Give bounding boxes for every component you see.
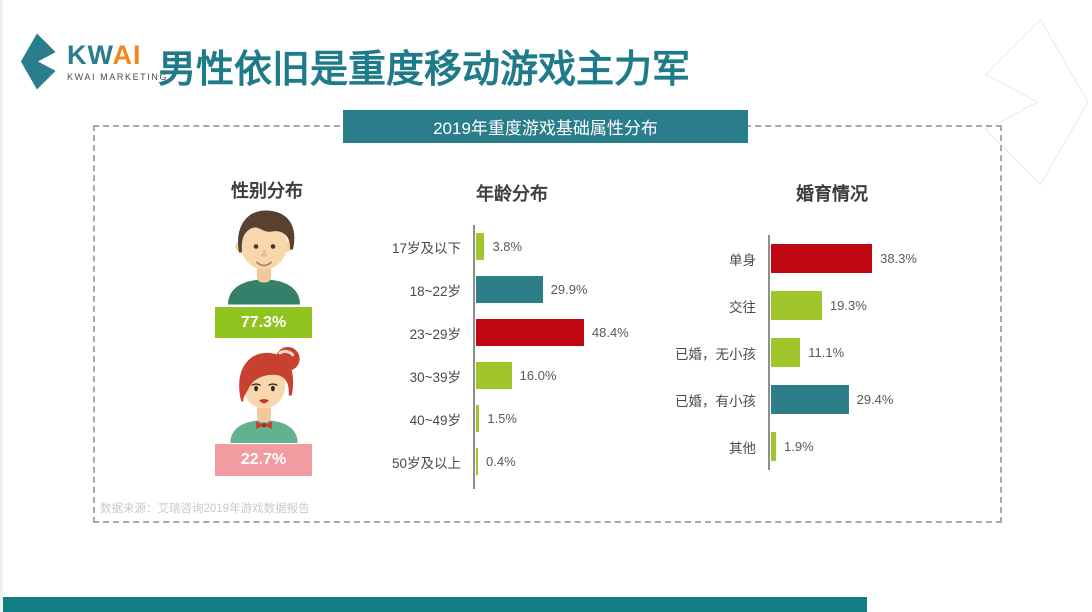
kwai-diamond-watermark-icon <box>984 18 1089 186</box>
male-avatar <box>228 210 300 305</box>
category-label: 50岁及以上 <box>391 455 461 471</box>
category-label: 30~39岁 <box>409 369 461 385</box>
value-label: 16.0% <box>519 368 557 383</box>
bar-area: 38.3% <box>768 244 980 273</box>
bar-area: 29.4% <box>768 385 980 414</box>
marital-status-chart: 单身 38.3% 交往 19.3% 已婚，无小孩 11.1% 已婚，有小孩 29.4% 其他 1.… <box>610 235 980 479</box>
bottom-accent-bar <box>0 597 867 612</box>
bar <box>771 385 849 414</box>
chart-row: 17岁及以下 3.8% <box>340 233 685 260</box>
age-section-title: 年龄分布 <box>476 184 548 204</box>
value-label: 3.8% <box>492 239 523 254</box>
category-label: 已婚，无小孩 <box>675 346 756 362</box>
bar <box>476 362 512 389</box>
kwai-logo: KWAI KWAI MARKETING <box>20 33 168 90</box>
bar <box>771 291 822 320</box>
chart-row: 已婚，无小孩 11.1% <box>610 338 980 367</box>
bar-area: 11.1% <box>768 338 980 367</box>
category-label: 18~22岁 <box>409 283 461 299</box>
male-share-value: 77.3% <box>240 313 287 331</box>
marital-chart-rows: 单身 38.3% 交往 19.3% 已婚，无小孩 11.1% 已婚，有小孩 29.4% 其他 1.… <box>610 244 980 461</box>
female-share-value: 22.7% <box>240 451 287 468</box>
kwai-wordmark: KWAI <box>67 42 168 69</box>
category-label: 17岁及以下 <box>391 240 461 256</box>
kwai-wordmark-ai: AI <box>112 40 142 70</box>
chart-row: 已婚，有小孩 29.4% <box>610 385 980 414</box>
bar <box>771 338 801 367</box>
bar-area: 1.9% <box>768 432 980 461</box>
value-label: 29.9% <box>550 282 588 297</box>
age-chart-axis <box>473 225 475 489</box>
marital-chart-axis <box>768 235 770 470</box>
bar-area: 3.8% <box>473 233 685 260</box>
chart-row: 40~49岁 1.5% <box>340 405 685 432</box>
marital-section-title: 婚育情况 <box>796 184 868 204</box>
category-label: 其他 <box>729 440 756 456</box>
chart-row: 交往 19.3% <box>610 291 980 320</box>
bar <box>771 432 777 461</box>
bar-area: 48.4% <box>473 319 685 346</box>
chart-row: 单身 38.3% <box>610 244 980 273</box>
kwai-logo-text: KWAI KWAI MARKETING <box>67 33 169 83</box>
bar-area: 29.9% <box>473 276 685 303</box>
category-label: 23~29岁 <box>409 326 461 342</box>
panel-header: 2019年重度游戏基础属性分布 <box>343 110 748 143</box>
age-distribution-chart: 17岁及以下 3.8% 18~22岁 29.9% 23~29岁 48.4% 30~39岁 16… <box>340 225 685 491</box>
chart-row: 50岁及以上 0.4% <box>340 448 685 475</box>
category-label: 交往 <box>729 299 756 315</box>
age-chart-rows: 17岁及以下 3.8% 18~22岁 29.9% 23~29岁 48.4% 30~39岁 16… <box>340 233 685 475</box>
value-label: 0.4% <box>486 454 516 469</box>
value-label: 19.3% <box>829 298 867 313</box>
data-source-note: 数据来源：艾瑞咨询2019年游戏数据报告 <box>100 503 310 515</box>
bar <box>476 319 584 346</box>
value-label: 11.1% <box>808 345 845 360</box>
category-label: 单身 <box>729 252 756 268</box>
value-label: 48.4% <box>591 325 629 340</box>
chart-row: 18~22岁 29.9% <box>340 276 685 303</box>
value-label: 38.3% <box>880 251 917 266</box>
category-label: 已婚，有小孩 <box>675 393 756 409</box>
category-label: 40~49岁 <box>409 412 461 428</box>
kwai-logo-subtitle: KWAI MARKETING <box>67 72 169 82</box>
female-share-bar: 22.7% <box>215 444 312 476</box>
kwai-wordmark-kw: KW <box>67 40 113 70</box>
bar-area: 19.3% <box>768 291 980 320</box>
value-label: 29.4% <box>856 392 894 407</box>
bar <box>476 233 485 260</box>
chart-row: 30~39岁 16.0% <box>340 362 685 389</box>
bar <box>771 244 873 273</box>
bar-area: 16.0% <box>473 362 685 389</box>
bar-area: 0.4% <box>473 448 685 475</box>
male-share-bar: 77.3% <box>215 307 312 338</box>
chart-row: 23~29岁 48.4% <box>340 319 685 346</box>
chart-row: 其他 1.9% <box>610 432 980 461</box>
kwai-logo-arrow-icon <box>20 33 56 90</box>
value-label: 1.9% <box>784 439 814 454</box>
bar <box>476 276 543 303</box>
bar-area: 1.5% <box>473 405 685 432</box>
bar <box>476 405 480 432</box>
female-avatar <box>230 346 300 443</box>
gender-section-title: 性别分布 <box>231 181 303 201</box>
page-edge-strip <box>0 0 3 612</box>
bar <box>476 448 478 475</box>
value-label: 1.5% <box>487 411 517 426</box>
page-title: 男性依旧是重度移动游戏主力军 <box>158 49 691 91</box>
